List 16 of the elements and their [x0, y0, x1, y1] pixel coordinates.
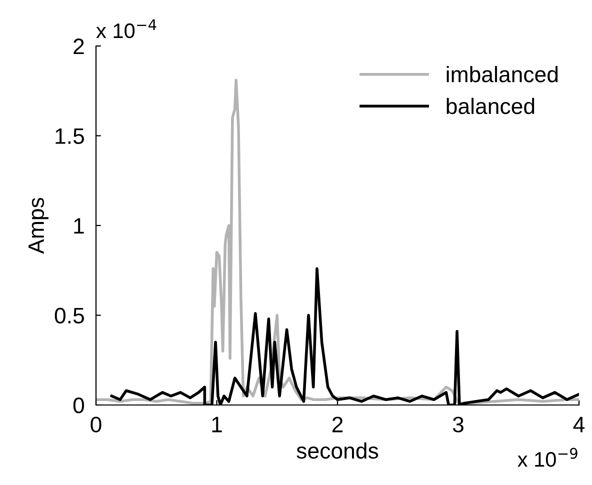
x-tick-label: 2: [332, 416, 343, 432]
y-axis-title: Amps: [28, 198, 48, 254]
x-tick-label: 4: [573, 416, 585, 432]
legend-label: balanced: [446, 98, 534, 114]
x-axis-title: seconds: [296, 442, 378, 459]
y-tick-label: 0.5: [54, 308, 84, 324]
y-tick-label: 0: [73, 398, 84, 414]
y-tick-label: 2: [74, 38, 84, 54]
x-tick-label: 1: [212, 416, 222, 432]
text: x 10$^{−9}$: [518, 448, 578, 467]
legend-label: imbalanced: [446, 66, 558, 82]
y-tick-label: 1.5: [56, 128, 84, 144]
text: x 10$^{−4}$: [96, 19, 156, 38]
x-tick-label: 0: [90, 416, 102, 432]
x-tick-label: 3: [452, 416, 464, 432]
y-tick-label: 1: [74, 218, 84, 234]
